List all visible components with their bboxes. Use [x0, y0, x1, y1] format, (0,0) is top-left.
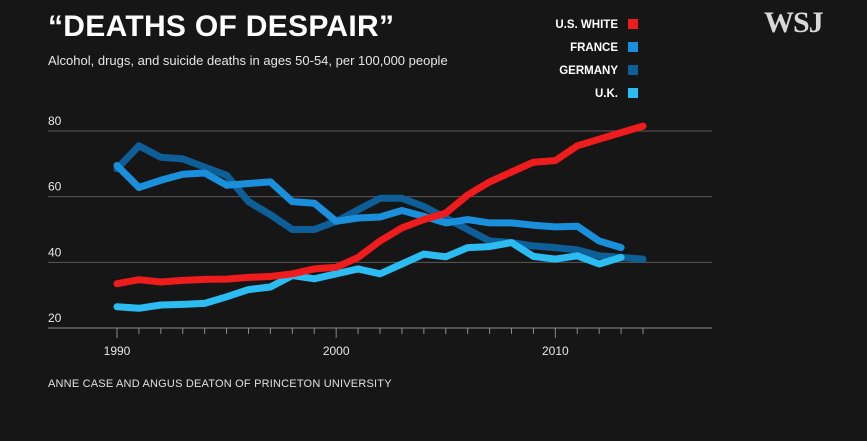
series-line-u-s-white[interactable] [113, 122, 647, 288]
series-line-u-k[interactable] [113, 239, 625, 312]
y-tick-label: 40 [48, 245, 62, 259]
chart-title: “DEATHS OF DESPAIR” [48, 10, 395, 43]
legend: U.S. WHITE FRANCE GERMANY U.K. [555, 19, 638, 100]
x-tick-label: 2000 [323, 344, 350, 358]
legend-label-germany: GERMANY [559, 65, 618, 77]
x-tick-label: 2010 [542, 344, 569, 358]
series-lines [113, 122, 647, 312]
x-axis-ticks [116, 328, 644, 338]
legend-label-u-s-white: U.S. WHITE [555, 19, 618, 31]
legend-swatch-u-k [628, 88, 638, 98]
wsj-logo[interactable]: WSJ [764, 6, 824, 39]
legend-label-france: FRANCE [570, 42, 618, 54]
y-tick-label: 20 [48, 311, 62, 325]
gridlines [48, 130, 712, 329]
series-line-germany[interactable] [113, 142, 647, 263]
series-line-france[interactable] [113, 162, 625, 252]
x-axis-labels: 1990 2000 2010 [104, 344, 569, 358]
legend-swatch-germany [628, 65, 638, 75]
y-tick-label: 80 [48, 114, 62, 128]
x-tick-label: 1990 [104, 344, 131, 358]
chart-subtitle: Alcohol, drugs, and suicide deaths in ag… [48, 53, 448, 68]
y-tick-label: 60 [48, 180, 62, 194]
source-credit: ANNE CASE AND ANGUS DEATON OF PRINCETON … [48, 378, 392, 390]
legend-swatch-france [628, 42, 638, 52]
y-axis-labels: 20 40 60 80 [48, 114, 62, 325]
legend-label-u-k: U.K. [595, 88, 618, 100]
legend-swatch-u-s-white [628, 19, 638, 29]
